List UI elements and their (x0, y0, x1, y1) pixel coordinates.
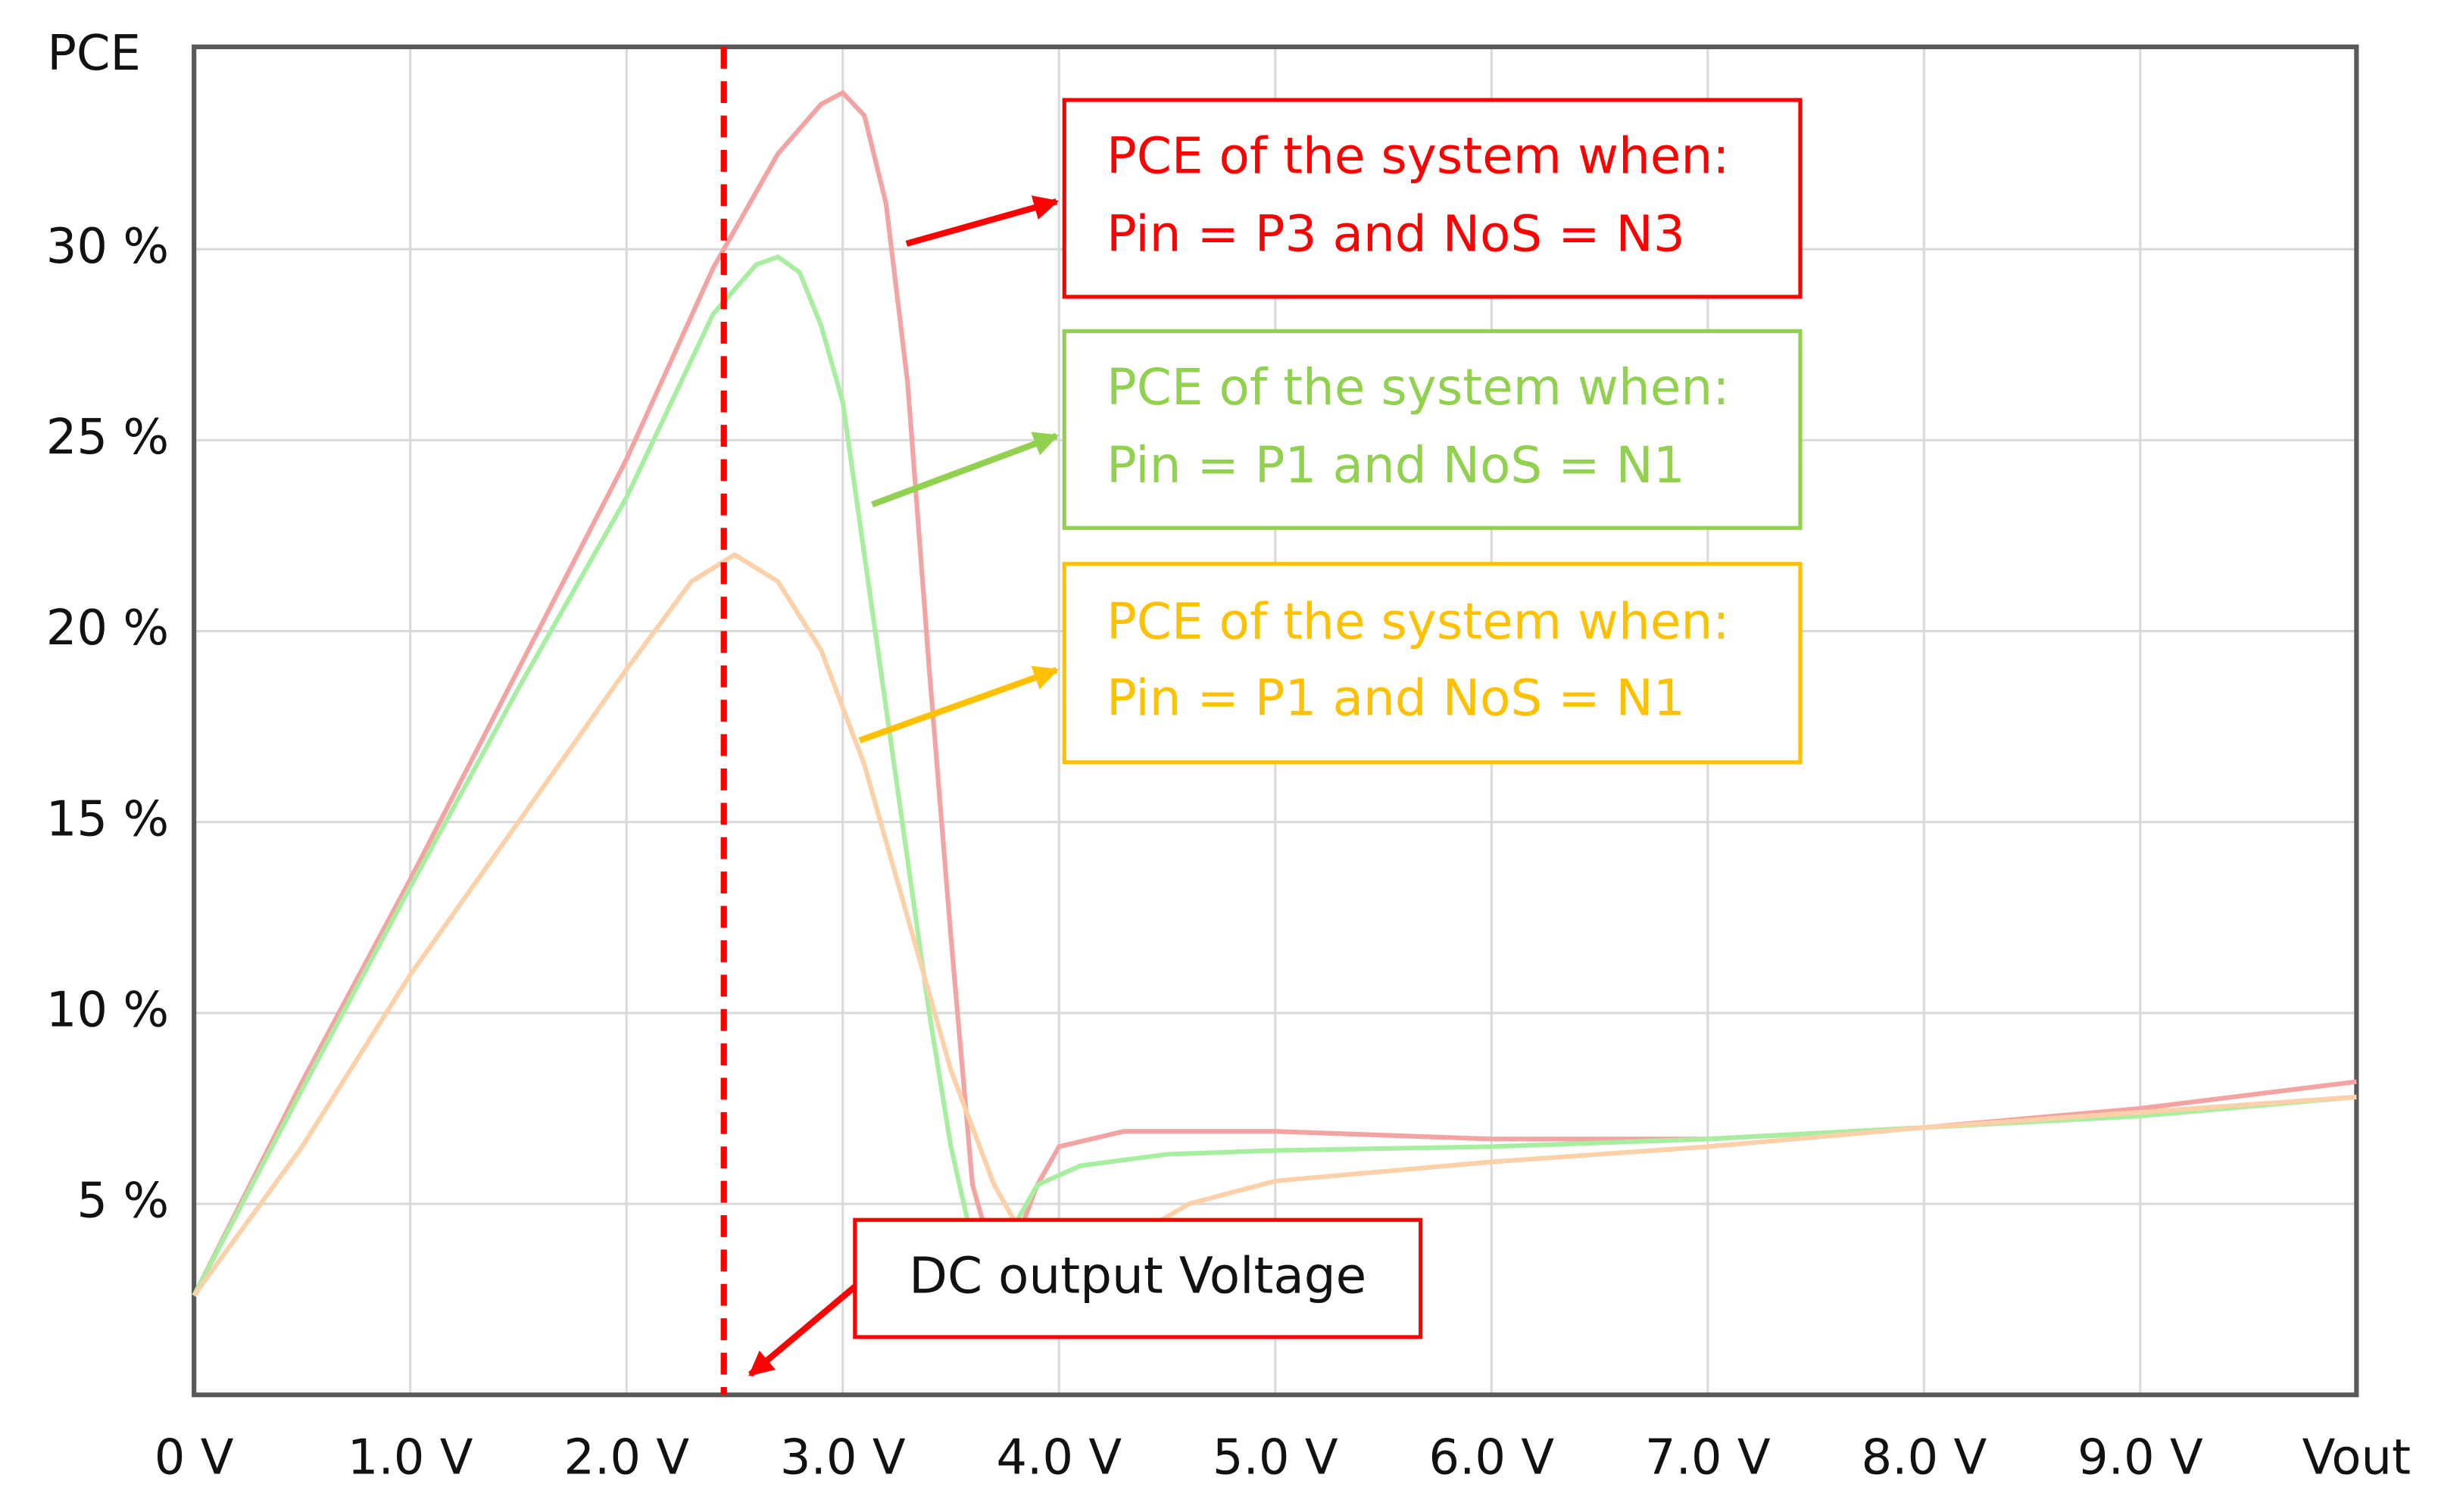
plot-frame (192, 44, 2359, 1398)
x-tick-label: 2.0 V (563, 1429, 689, 1486)
series-line (192, 254, 2357, 1297)
x-tick-label: 3.0 V (780, 1429, 906, 1486)
annotation-box (853, 1217, 1423, 1339)
annotation-box (1062, 98, 1803, 299)
annotation-arrow (858, 666, 1060, 744)
x-tick-label: 9.0 V (2077, 1429, 2203, 1486)
x-tick-label: 4.0 V (996, 1429, 1122, 1486)
series-line (192, 89, 2357, 1297)
x-tick-label: 6.0 V (1428, 1429, 1554, 1486)
x-tick-label: 8.0 V (1861, 1429, 1987, 1486)
annotation-text: Pin = P1 and NoS = N1 (1107, 669, 1685, 727)
x-tick-label: 1.0 V (348, 1429, 473, 1486)
annotation-box (1062, 562, 1803, 765)
annotation-text: Pin = P3 and NoS = N3 (1107, 205, 1685, 263)
annotation-text: PCE of the system when: (1107, 592, 1730, 650)
y-axis-label: PCE (47, 26, 141, 82)
annotation-text: DC output Voltage (909, 1247, 1366, 1305)
y-tick-label: 20 % (46, 600, 169, 656)
y-tick-label: 15 % (46, 791, 169, 847)
annotation-text: PCE of the system when: (1107, 358, 1730, 416)
annotation-arrow (871, 432, 1060, 508)
y-tick-label: 5 % (76, 1174, 169, 1230)
annotation-arrow (905, 195, 1060, 247)
series-line (192, 552, 2357, 1297)
annotation-text: PCE of the system when: (1107, 126, 1730, 185)
y-tick-label: 25 % (46, 410, 169, 466)
y-tick-label: 10 % (46, 982, 169, 1038)
x-tick-label: 0 V (155, 1429, 234, 1486)
annotation-box (1062, 329, 1803, 530)
annotation-text: Pin = P1 and NoS = N1 (1107, 436, 1685, 494)
x-tick-label: Vout (2302, 1429, 2411, 1486)
x-tick-label: 5.0 V (1213, 1429, 1338, 1486)
x-tick-label: 7.0 V (1645, 1429, 1771, 1486)
y-tick-label: 30 % (46, 219, 169, 275)
annotation-arrow (748, 1281, 860, 1377)
